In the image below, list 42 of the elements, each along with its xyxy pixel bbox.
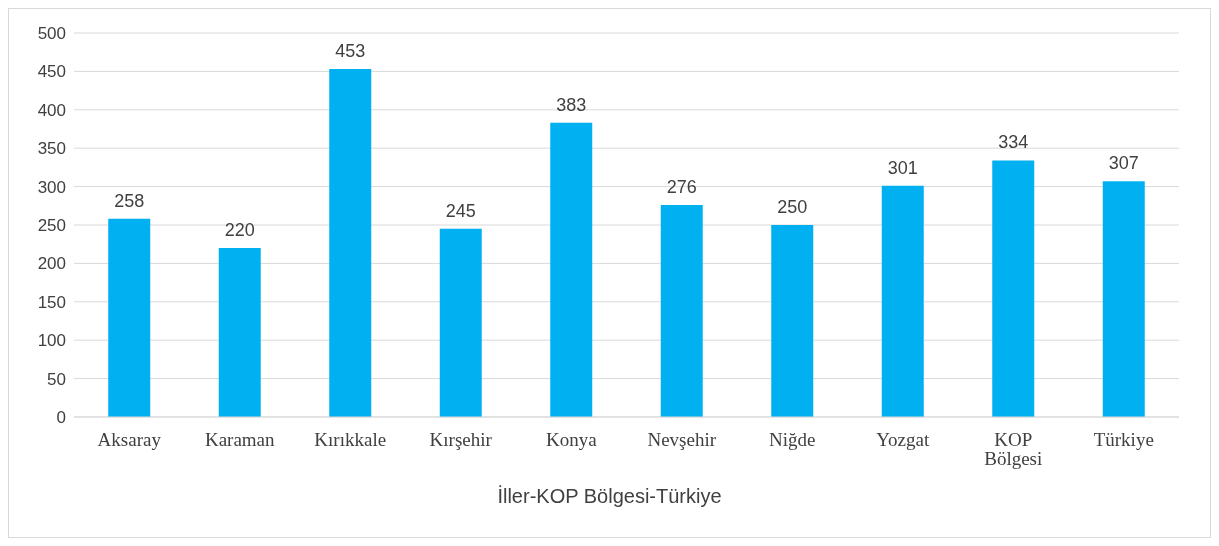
data-label: 250 [777,197,808,217]
data-label: 220 [224,220,255,241]
y-tick-label: 500 [37,24,66,44]
x-tick-label: Karaman [204,429,276,451]
bar [660,205,703,417]
bar [108,218,151,417]
x-tick-label: Kırşehir [429,429,493,451]
bar [881,185,924,417]
bar [771,225,814,417]
data-label: 453 [335,41,366,62]
data-label: 301 [887,157,918,178]
y-tick-label: 150 [37,292,66,312]
data-label: 276 [666,177,697,198]
bar [439,228,482,417]
data-label: 383 [556,94,587,115]
y-tick-label: 300 [37,177,66,197]
y-tick-label: 0 [56,408,66,428]
bar [992,160,1035,417]
x-tick-label: Kırıkkale [314,429,387,451]
x-axis-title: İller-KOP Bölgesi-Türkiye [496,485,723,508]
y-tick-label: 50 [47,369,66,389]
x-tick-label: Aksaray [97,429,162,451]
bar [550,122,593,417]
y-tick-label: 400 [37,100,66,120]
bar [1102,181,1145,417]
x-tick-label: Konya [545,429,598,451]
y-tick-label: 100 [37,331,66,351]
x-tick-label: Niğde [769,429,816,451]
y-tick-label: 200 [37,254,66,274]
data-label: 245 [445,200,476,221]
y-tick-label: 450 [37,62,66,82]
x-tick-label: KOP Bölgesi [984,429,1043,470]
y-tick-label: 250 [37,216,66,236]
bar [329,69,372,417]
x-tick-label: Yozgat [876,429,930,451]
x-tick-label: Nevşehir [647,429,717,451]
data-label: 307 [1108,153,1139,174]
bar [218,248,261,417]
data-label: 334 [998,132,1029,153]
y-tick-label: 350 [37,139,66,159]
x-tick-label: Türkiye [1093,429,1154,451]
data-label: 258 [114,190,145,211]
